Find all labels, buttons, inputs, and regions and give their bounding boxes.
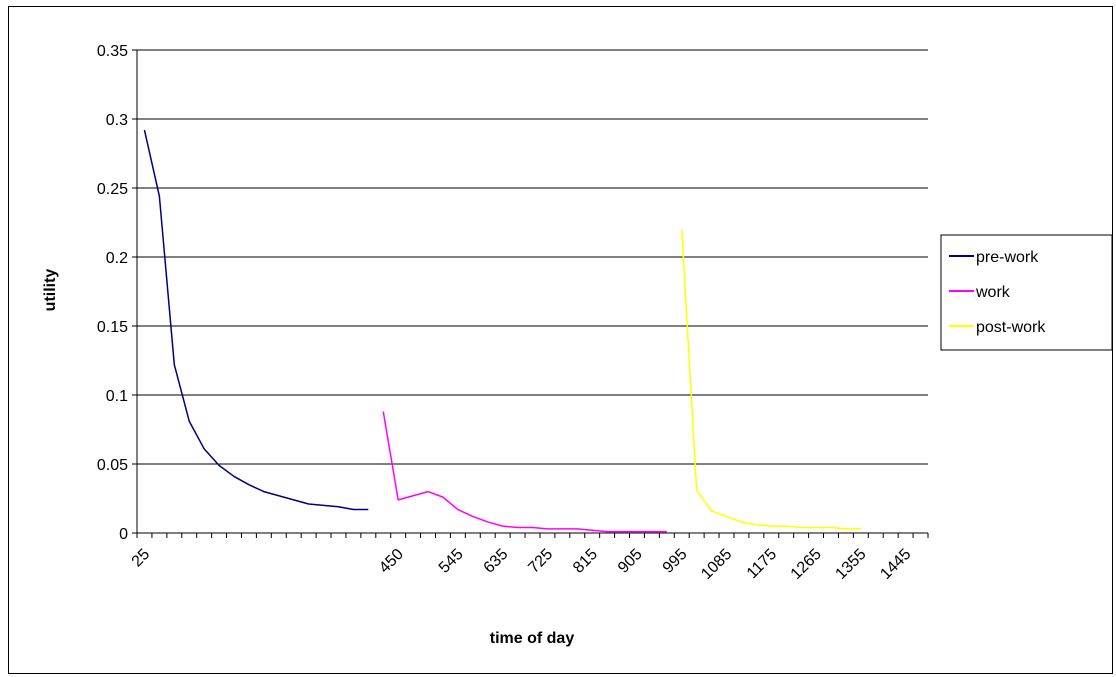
legend-label: pre-work [976, 249, 1039, 266]
x-tick-label: 1445 [877, 546, 914, 583]
legend: pre-work work post-work [940, 234, 1113, 351]
series-line-post-work [681, 229, 861, 530]
y-tick-label: 0.05 [97, 457, 128, 474]
legend-label: work [975, 284, 1011, 301]
y-tick-label: 0.3 [106, 112, 128, 129]
series-layer [143, 129, 861, 533]
x-axis-title: time of day [490, 630, 575, 647]
x-tick-label: 635 [481, 546, 512, 577]
x-tick-label: 905 [615, 546, 646, 577]
y-axis: 0 0.05 0.1 0.15 0.2 0.25 0.3 0.35 [97, 43, 137, 543]
x-tick-label: 815 [570, 546, 601, 577]
series-line-work [382, 411, 667, 533]
x-tick-label: 1175 [744, 546, 780, 582]
x-tick-label: 1355 [832, 546, 869, 583]
y-tick-label: 0 [119, 526, 128, 543]
y-tick-label: 0.15 [97, 319, 128, 336]
legend-label: post-work [976, 319, 1046, 336]
x-axis: 25 450 545 635 725 815 905 995 1085 1175 1265 1355 1… [129, 533, 929, 583]
x-tick-label: 995 [660, 546, 691, 577]
y-tick-label: 0.25 [97, 181, 128, 198]
x-tick-label: 545 [436, 546, 467, 577]
y-tick-label: 0.1 [106, 388, 128, 405]
x-tick-label: 25 [129, 546, 154, 571]
plot-area [136, 50, 928, 534]
y-tick-label: 0.35 [97, 43, 128, 60]
y-tick-label: 0.2 [106, 250, 128, 267]
legend-box [940, 234, 1113, 351]
x-tick-label: 725 [525, 546, 556, 577]
series-line-pre-work [143, 129, 369, 511]
grid [137, 49, 928, 534]
chart-frame [8, 6, 1113, 674]
y-axis-title: utility [42, 269, 59, 312]
x-tick-label: 1085 [698, 546, 735, 583]
x-tick-label: 450 [376, 546, 407, 577]
x-tick-label: 1265 [788, 546, 825, 583]
